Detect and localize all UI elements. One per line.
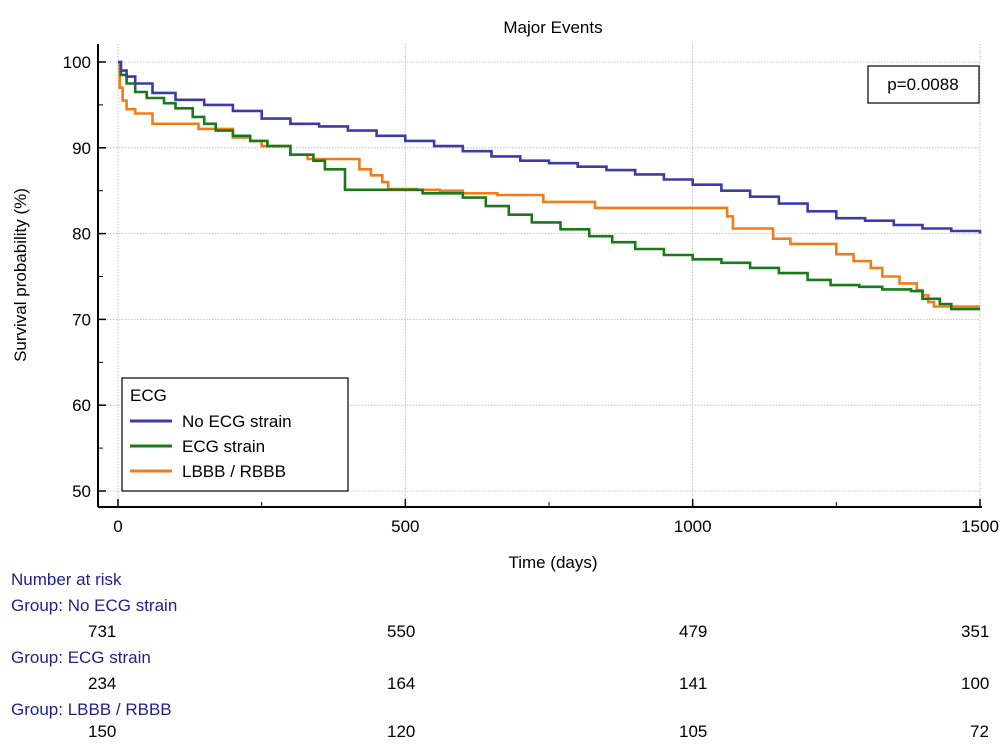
risk-value: 105 [679,722,708,741]
y-tick-label: 60 [72,396,91,415]
y-tick-label: 50 [72,482,91,501]
x-tick-label: 500 [391,517,419,536]
legend-label-ecg-strain: ECG strain [182,437,265,456]
risk-group-label-ecg-strain: Group: ECG strain [11,648,151,667]
legend-label-lbbb-rbbb: LBBB / RBBB [182,462,286,481]
x-tick-label: 1000 [674,517,712,536]
series-line-no-ecg-strain [118,60,982,234]
risk-value: 550 [387,622,416,641]
risk-value: 100 [961,674,990,693]
p-value-box: p=0.0088 [867,65,980,104]
risk-value: 731 [88,622,117,641]
risk-row-ecg-strain: 234 164 141 100 [0,674,1007,696]
p-value-text: p=0.0088 [887,75,958,94]
legend-title: ECG [130,386,167,405]
risk-group-label-no-ecg-strain: Group: No ECG strain [11,596,178,615]
risk-value: 164 [387,674,416,693]
axes [97,44,982,508]
risk-value: 72 [970,722,989,741]
y-tick-label: 80 [72,225,91,244]
legend-label-no-ecg-strain: No ECG strain [182,412,292,431]
series-line-lbbb-rbbb [118,60,980,308]
y-tick-label: 70 [72,310,91,329]
x-axis-label: Time (days) [508,553,597,572]
risk-row-lbbb-rbbb: 150 120 105 72 [0,722,1007,744]
risk-value: 141 [679,674,708,693]
x-tick-label: 1500 [961,517,999,536]
risk-value: 234 [88,674,117,693]
series-line-ecg-strain [118,60,980,311]
y-tick-label: 90 [72,139,91,158]
grid-lines [98,44,981,507]
series-lines [118,60,982,311]
risk-value: 351 [961,622,990,641]
y-axis-label: Survival probability (%) [11,188,30,362]
risk-value: 120 [387,722,416,741]
risk-value: 479 [679,622,708,641]
legend: ECG No ECG strain ECG strain LBBB / RBBB [121,377,349,492]
chart-title: Major Events [503,18,602,37]
risk-row-no-ecg-strain: 731 550 479 351 [0,622,1007,644]
y-tick-label: 100 [63,53,91,72]
risk-group-label-lbbb-rbbb: Group: LBBB / RBBB [11,700,172,719]
risk-value: 150 [88,722,117,741]
x-tick-label: 0 [113,517,122,536]
